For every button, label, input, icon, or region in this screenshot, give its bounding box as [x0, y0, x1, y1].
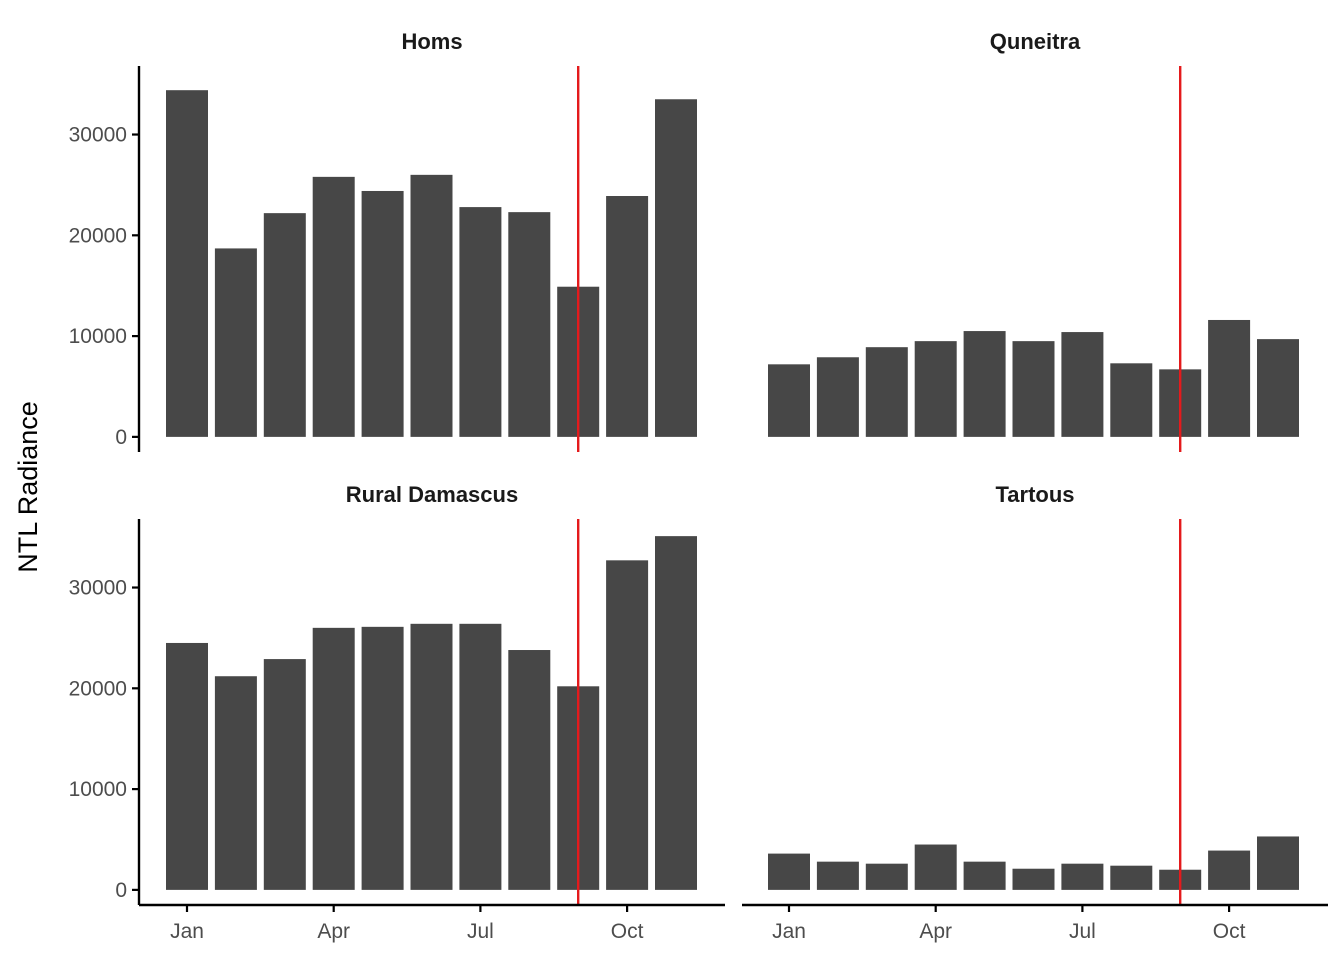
x-tick-label: Apr [317, 920, 350, 943]
y-tick-label: 20000 [69, 224, 127, 247]
y-tick-label: 0 [115, 879, 127, 902]
x-tick-label: Apr [919, 920, 952, 943]
bar [1110, 865, 1153, 890]
x-tick-label: Oct [1213, 920, 1246, 943]
panel-title: Quneitra [990, 29, 1081, 54]
bar [1257, 339, 1299, 437]
bar [361, 626, 404, 890]
x-tick-label: Oct [611, 920, 644, 943]
bar [508, 650, 551, 890]
panel-title: Tartous [995, 482, 1074, 507]
bar [214, 248, 257, 437]
bar [816, 357, 859, 437]
bar [1012, 341, 1055, 437]
x-tick-label: Jul [467, 920, 494, 943]
y-tick-label: 30000 [69, 124, 127, 147]
y-tick-label: 20000 [69, 677, 127, 700]
panel-title: Homs [401, 29, 462, 54]
bar [312, 176, 355, 437]
panel-tartous: Tartous Jan Apr Jul Oct [742, 482, 1328, 943]
bar [410, 623, 453, 890]
bar [606, 560, 649, 890]
bar [1110, 363, 1153, 437]
x-tick-label: Jan [170, 920, 204, 943]
bar [166, 90, 208, 437]
y-tick-label: 0 [115, 426, 127, 449]
bar [768, 364, 810, 437]
bar [410, 174, 453, 437]
bar [263, 213, 306, 437]
bar [1012, 868, 1055, 890]
bar [914, 844, 957, 890]
bar [1061, 863, 1104, 890]
bar [166, 642, 208, 890]
bar [214, 676, 257, 890]
bar [655, 99, 697, 437]
bar [655, 536, 697, 890]
bar [459, 623, 502, 890]
panel-rural-damascus: Rural Damascus 0 10000 20000 30000 Jan Apr Jul O… [69, 482, 725, 943]
bar [768, 853, 810, 890]
bar [508, 212, 551, 437]
bar [816, 861, 859, 890]
bar [1208, 319, 1251, 437]
panel-title: Rural Damascus [346, 482, 518, 507]
bar [1257, 836, 1299, 890]
bar [865, 347, 908, 437]
y-tick-label: 10000 [69, 325, 127, 348]
y-tick-label: 10000 [69, 778, 127, 801]
y-axis-title: NTL Radiance [13, 401, 43, 573]
y-tick-label: 30000 [69, 577, 127, 600]
bar [459, 207, 502, 437]
bar [1208, 850, 1251, 890]
bar [263, 659, 306, 890]
panel-homs: Homs 0 10000 20000 30000 [69, 29, 697, 452]
bar [963, 861, 1006, 890]
bar [865, 863, 908, 890]
panel-quneitra: Quneitra [768, 29, 1299, 452]
bar [606, 196, 649, 437]
x-tick-label: Jul [1069, 920, 1096, 943]
x-tick-label: Jan [772, 920, 806, 943]
bar [963, 331, 1006, 437]
bar [361, 190, 404, 437]
bar [1061, 332, 1104, 437]
bar [914, 341, 957, 437]
bar [312, 627, 355, 890]
